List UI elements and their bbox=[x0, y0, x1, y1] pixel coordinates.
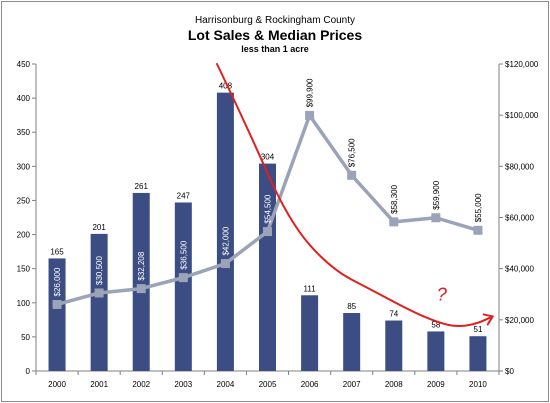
median-price-label: $58,300 bbox=[390, 184, 399, 213]
chart-note: less than 1 acre bbox=[241, 44, 309, 54]
lot-sales-bar bbox=[216, 92, 234, 372]
lot-sales-bar-label: 58 bbox=[431, 320, 440, 329]
x-tick-label: 2001 bbox=[90, 380, 108, 389]
right-tick-label: $40,000 bbox=[505, 265, 534, 274]
x-tick-label: 2006 bbox=[301, 380, 319, 389]
median-price-label: $32,208 bbox=[137, 251, 146, 280]
lot-sales-bar-label: 165 bbox=[50, 247, 64, 256]
x-tick-label: 2007 bbox=[343, 380, 361, 389]
lot-sales-bar-label: 247 bbox=[177, 191, 191, 200]
median-price-marker bbox=[178, 273, 188, 283]
lot-sales-bar bbox=[427, 331, 445, 371]
median-price-label: $36,500 bbox=[179, 240, 188, 269]
lot-sales-bar-label: 111 bbox=[304, 284, 317, 293]
left-tick-label: 300 bbox=[17, 162, 31, 171]
right-tick-label: $120,000 bbox=[505, 60, 539, 69]
x-tick-label: 2009 bbox=[427, 380, 445, 389]
left-tick-label: 450 bbox=[17, 60, 31, 69]
left-tick-label: 250 bbox=[17, 196, 31, 205]
median-price-marker bbox=[136, 284, 146, 294]
right-tick-label: $80,000 bbox=[505, 162, 534, 171]
lot-sales-bar bbox=[469, 336, 487, 371]
lot-sales-bar-label: 408 bbox=[219, 82, 233, 91]
trend-arrow-curve bbox=[215, 63, 494, 328]
lot-sales-bar-label: 51 bbox=[474, 325, 483, 334]
median-price-label: $54,500 bbox=[264, 194, 273, 223]
median-price-marker bbox=[473, 225, 483, 235]
median-price-label: $55,000 bbox=[474, 193, 483, 222]
median-price-marker bbox=[94, 288, 104, 298]
question-mark-annotation: ? bbox=[437, 285, 447, 305]
x-tick-label: 2004 bbox=[217, 380, 235, 389]
median-price-label: $59,900 bbox=[432, 180, 441, 209]
lot-sales-bar-label: 304 bbox=[261, 153, 275, 162]
lot-sales-bar-label: 85 bbox=[347, 302, 356, 311]
median-price-label: $99,900 bbox=[306, 78, 315, 107]
lot-sales-bar-label: 74 bbox=[389, 310, 398, 319]
left-tick-label: 150 bbox=[17, 265, 31, 274]
left-tick-label: 0 bbox=[26, 367, 31, 376]
x-tick-label: 2002 bbox=[132, 380, 150, 389]
lot-sales-bar bbox=[132, 192, 150, 371]
median-price-marker bbox=[305, 110, 315, 120]
left-tick-label: 350 bbox=[17, 128, 31, 137]
right-tick-label: $100,000 bbox=[505, 111, 539, 120]
median-price-marker bbox=[52, 299, 62, 309]
chart-subtitle: Lot Sales & Median Prices bbox=[188, 27, 362, 43]
right-tick-label: $0 bbox=[505, 367, 514, 376]
left-tick-label: 200 bbox=[17, 231, 31, 240]
median-price-label: $30,500 bbox=[95, 256, 104, 285]
chart-title: Harrisonburg & Rockingham County bbox=[195, 15, 355, 26]
median-price-marker bbox=[347, 170, 357, 180]
lot-sales-bar bbox=[343, 313, 361, 371]
trend-arrow-head bbox=[482, 313, 494, 326]
x-tick-label: 2008 bbox=[385, 380, 403, 389]
median-price-marker bbox=[263, 227, 272, 237]
median-price-label: $42,000 bbox=[221, 226, 230, 255]
right-tick-label: $60,000 bbox=[505, 214, 534, 223]
lot-sales-bar bbox=[385, 320, 403, 371]
right-tick-label: $20,000 bbox=[505, 316, 534, 325]
x-tick-label: 2005 bbox=[259, 380, 277, 389]
median-price-marker bbox=[389, 217, 399, 227]
x-tick-label: 2003 bbox=[174, 380, 192, 389]
left-tick-label: 100 bbox=[17, 299, 31, 308]
left-tick-label: 400 bbox=[17, 94, 31, 103]
lot-sales-bar bbox=[48, 258, 66, 371]
median-price-label: $76,500 bbox=[348, 138, 357, 167]
left-tick-label: 50 bbox=[21, 333, 30, 342]
lot-sales-bar bbox=[301, 295, 319, 371]
lot-sales-bar-label: 201 bbox=[92, 223, 106, 232]
x-tick-label: 2010 bbox=[469, 380, 487, 389]
lot-sales-bar bbox=[90, 233, 108, 371]
median-price-marker bbox=[220, 259, 230, 269]
median-price-marker bbox=[431, 213, 441, 223]
median-price-label: $26,000 bbox=[53, 267, 62, 296]
x-tick-label: 2000 bbox=[48, 380, 66, 389]
lot-sales-bar bbox=[174, 202, 192, 371]
lot-sales-bar-label: 261 bbox=[135, 182, 149, 191]
